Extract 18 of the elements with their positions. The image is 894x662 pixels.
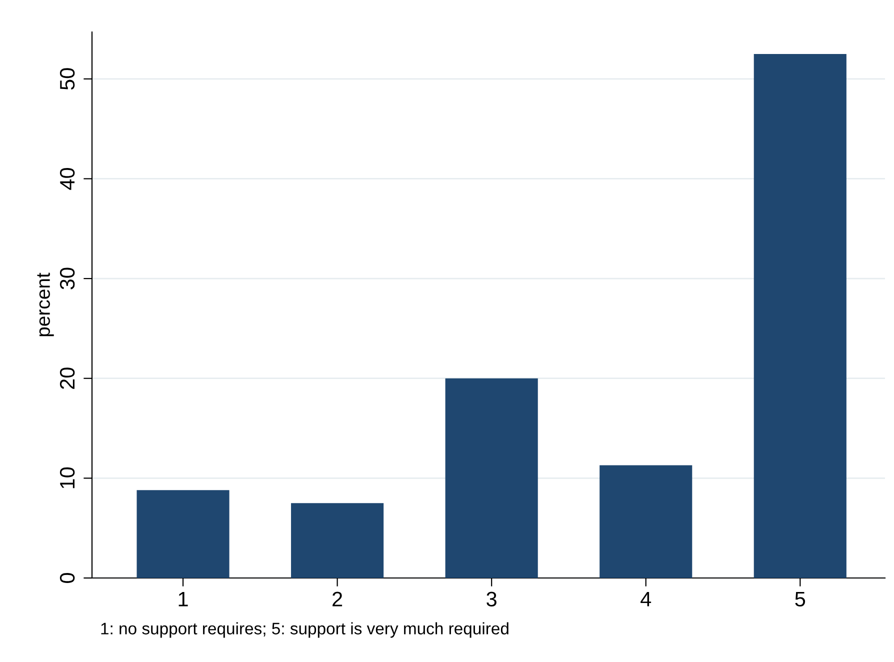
x-tick-label: 2 (332, 592, 342, 606)
x-tick-label: 1 (178, 592, 188, 606)
text: 1: no support requires; 5: support is very much required (101, 622, 508, 638)
bar (445, 378, 538, 578)
y-tick-label: 0 (60, 573, 75, 583)
y-tick-label: 20 (60, 368, 75, 389)
y-tick-label: 50 (60, 68, 75, 90)
x-tick-label: 4 (640, 592, 652, 606)
y-tick-label: 40 (60, 168, 75, 190)
y-tick-label: 10 (60, 467, 75, 488)
x-tick-label: 3 (486, 592, 496, 606)
bar (754, 54, 846, 578)
bar (600, 465, 692, 578)
y-tick-label: 30 (60, 268, 75, 290)
x-tick-label: 5 (795, 592, 806, 606)
y-axis-title: percent (37, 272, 54, 336)
bar (136, 490, 230, 578)
bar (291, 503, 384, 578)
